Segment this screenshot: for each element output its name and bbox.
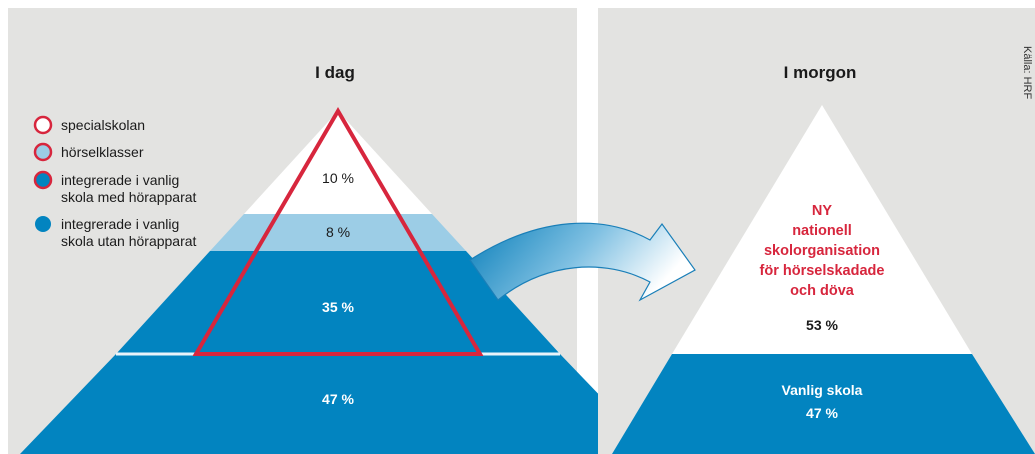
ny-label-line-0: NY [812, 203, 832, 219]
pyramid-layer-vanlig-skola [612, 354, 1035, 454]
legend-label-3-0: integrerade i vanlig [61, 216, 179, 232]
pct-label-53: 53 % [806, 317, 838, 333]
pct-label-47: 47 % [322, 391, 354, 407]
left-title: I dag [315, 63, 355, 82]
legend-label-1-0: hörselklasser [61, 144, 144, 160]
legend-label-0-0: specialskolan [61, 117, 145, 133]
pyramid-red-outline [192, 107, 484, 356]
right-pyramid [612, 105, 1035, 454]
legend: specialskolan hörselklasser integrerade i … [33, 115, 197, 249]
legend-swatch-1 [33, 142, 53, 162]
pct-label-47-right: 47 % [806, 405, 838, 421]
legend-label-2-0: integrerade i vanlig [61, 172, 179, 188]
legend-label-2-1: skola med hörapparat [61, 189, 197, 205]
legend-swatch-0 [33, 115, 53, 135]
legend-swatch-2 [33, 170, 53, 190]
pyramid-layer-med-horapparat [116, 251, 560, 354]
left-pyramid [20, 107, 656, 454]
pct-label-8: 8 % [326, 224, 350, 240]
vanlig-skola-label: Vanlig skola [782, 382, 863, 398]
pct-label-35: 35 % [322, 299, 354, 315]
right-title: I morgon [784, 63, 857, 82]
source-label: Källa: HRF [1021, 46, 1033, 99]
ny-label-line-2: skolorganisation [764, 243, 880, 259]
ny-organisation-label: NY nationell skolorganisation för hörselska… [760, 203, 885, 299]
ny-label-line-1: nationell [792, 223, 852, 239]
legend-label-3-1: skola utan hörapparat [61, 233, 197, 249]
ny-label-line-4: och döva [790, 283, 855, 299]
ny-label-line-3: för hörselskadade [760, 263, 885, 279]
pyramid-layer-utan-horapparat [20, 354, 656, 454]
transition-arrow [469, 222, 696, 302]
pct-label-10: 10 % [322, 170, 354, 186]
legend-swatch-3 [35, 216, 51, 232]
pyramid-layer-ny-organisation [672, 105, 972, 354]
